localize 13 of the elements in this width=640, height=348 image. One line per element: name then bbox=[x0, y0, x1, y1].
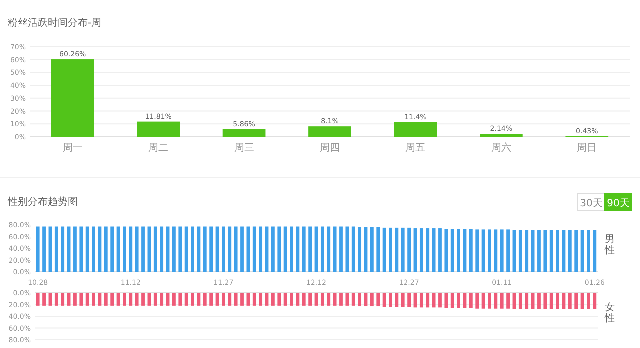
x-tick-label: 周四 bbox=[320, 143, 340, 154]
chart-title: 粉丝活跃时间分布-周 bbox=[8, 17, 102, 29]
x-tick-label: 周二 bbox=[148, 143, 169, 154]
x-tick-label: 周五 bbox=[406, 143, 426, 154]
text: 90天 bbox=[607, 198, 630, 210]
series-label: 女性 bbox=[604, 302, 615, 324]
series-label: 男性 bbox=[604, 234, 615, 256]
x-tick-label: 周六 bbox=[491, 142, 512, 154]
x-tick-label: 周三 bbox=[234, 143, 254, 154]
x-tick-label: 周一 bbox=[62, 143, 83, 154]
x-tick-label: 周日 bbox=[577, 143, 598, 154]
chart-title: 性别分布趋势图 bbox=[7, 196, 78, 208]
text: 30天 bbox=[580, 198, 603, 210]
